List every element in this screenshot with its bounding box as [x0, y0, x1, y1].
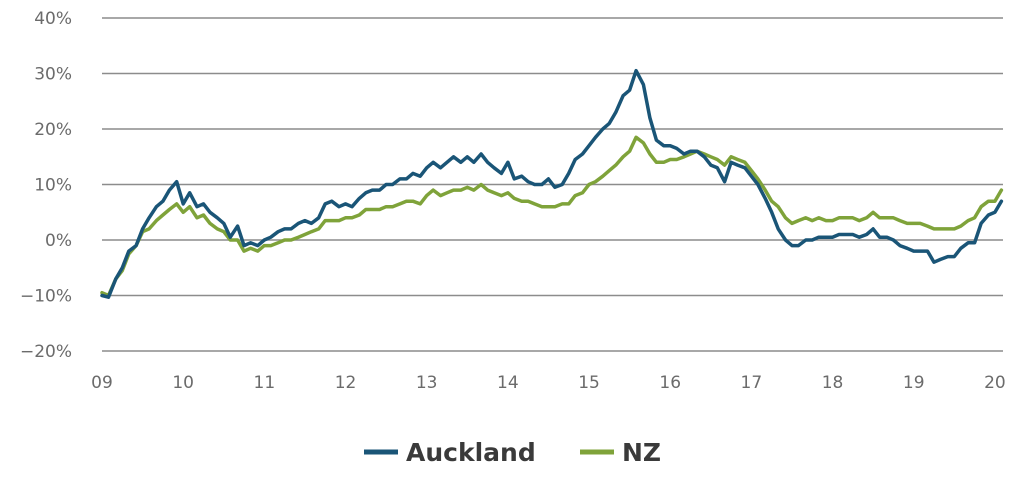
- legend-label-auckland: Auckland: [406, 438, 536, 467]
- y-tick-label: 20%: [34, 120, 72, 140]
- series-lines: [100, 68, 1004, 299]
- y-tick-label: −10%: [20, 287, 72, 307]
- y-tick-label: 40%: [34, 9, 72, 29]
- x-tick-label: 19: [903, 373, 925, 393]
- x-tick-label: 09: [91, 373, 113, 393]
- x-tick-label: 10: [172, 373, 194, 393]
- legend-label-nz: NZ: [622, 438, 661, 467]
- series-line-nz: [100, 135, 1004, 298]
- x-tick-label: 12: [335, 373, 357, 393]
- y-tick-label: 30%: [34, 65, 72, 85]
- x-tick-label: 20: [984, 373, 1006, 393]
- gridlines: [102, 17, 1003, 352]
- x-tick-label: 16: [659, 373, 681, 393]
- y-tick-label: −20%: [20, 342, 72, 362]
- x-tick-label: 13: [416, 373, 438, 393]
- series-line-auckland: [100, 68, 1004, 299]
- x-tick-label: 14: [497, 373, 519, 393]
- legend: Auckland NZ: [364, 438, 661, 467]
- x-tick-label: 17: [741, 373, 763, 393]
- y-axis-tick-labels: 40% 30% 20% 10% 0% −10% −20%: [20, 9, 72, 362]
- x-axis-tick-labels: 09 10 11 12 13 14 15 16 17 18 19 20: [91, 373, 1006, 393]
- x-tick-label: 11: [254, 373, 276, 393]
- y-tick-label: 0%: [45, 231, 72, 251]
- x-tick-label: 15: [578, 373, 600, 393]
- y-tick-label: 10%: [34, 176, 72, 196]
- x-tick-label: 18: [822, 373, 844, 393]
